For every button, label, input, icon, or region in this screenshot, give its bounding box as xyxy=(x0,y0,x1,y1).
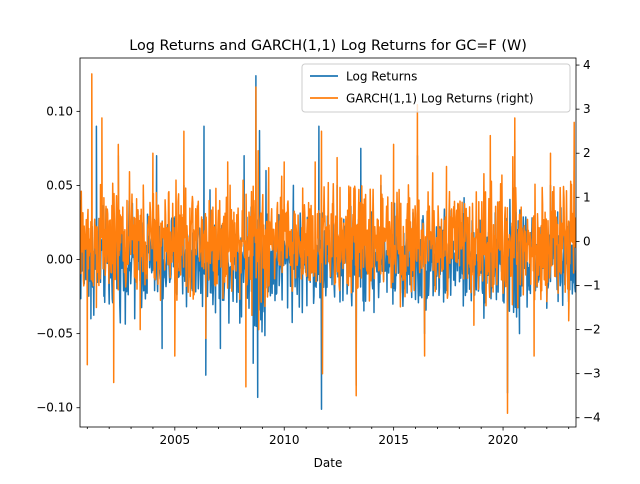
legend-label: GARCH(1,1) Log Returns (right) xyxy=(346,92,534,106)
x-axis-label: Date xyxy=(314,456,343,470)
series-line-garch-log-returns xyxy=(80,73,576,415)
legend-box xyxy=(301,63,571,113)
plot-area xyxy=(80,73,576,415)
y-right-tick-label: 1 xyxy=(583,190,591,204)
y-left-tick-label: −0.10 xyxy=(36,401,73,415)
y-right-tick-label: −1 xyxy=(583,278,601,292)
y-left-tick-label: 0.05 xyxy=(46,178,73,192)
chart-title: Log Returns and GARCH(1,1) Log Returns f… xyxy=(129,38,527,54)
y-right-tick-label: 4 xyxy=(583,58,591,72)
x-tick-label: 2010 xyxy=(269,433,300,447)
x-tick-label: 2005 xyxy=(160,433,191,447)
legend: Log Returns GARCH(1,1) Log Returns (right… xyxy=(301,63,571,113)
y-right-tick-label: −4 xyxy=(583,411,601,425)
y-right-tick-label: 2 xyxy=(583,146,591,160)
legend-label: Log Returns xyxy=(346,70,417,84)
y-left-tick-label: −0.05 xyxy=(36,327,73,341)
y-right-tick-label: −2 xyxy=(583,323,601,337)
x-tick-label: 2015 xyxy=(378,433,409,447)
axes: 2005 2010 2015 2020 −0.10 −0.05 0.00 0.05 0.10 −4… xyxy=(36,57,601,447)
y-left-tick-label: 0.00 xyxy=(46,253,73,267)
y-right-tick-label: 3 xyxy=(583,102,591,116)
x-tick-label: 2020 xyxy=(488,433,519,447)
y-left-tick-label: 0.10 xyxy=(46,104,73,118)
y-right-tick-label: 0 xyxy=(583,234,591,248)
y-right-tick-label: −3 xyxy=(583,367,601,381)
